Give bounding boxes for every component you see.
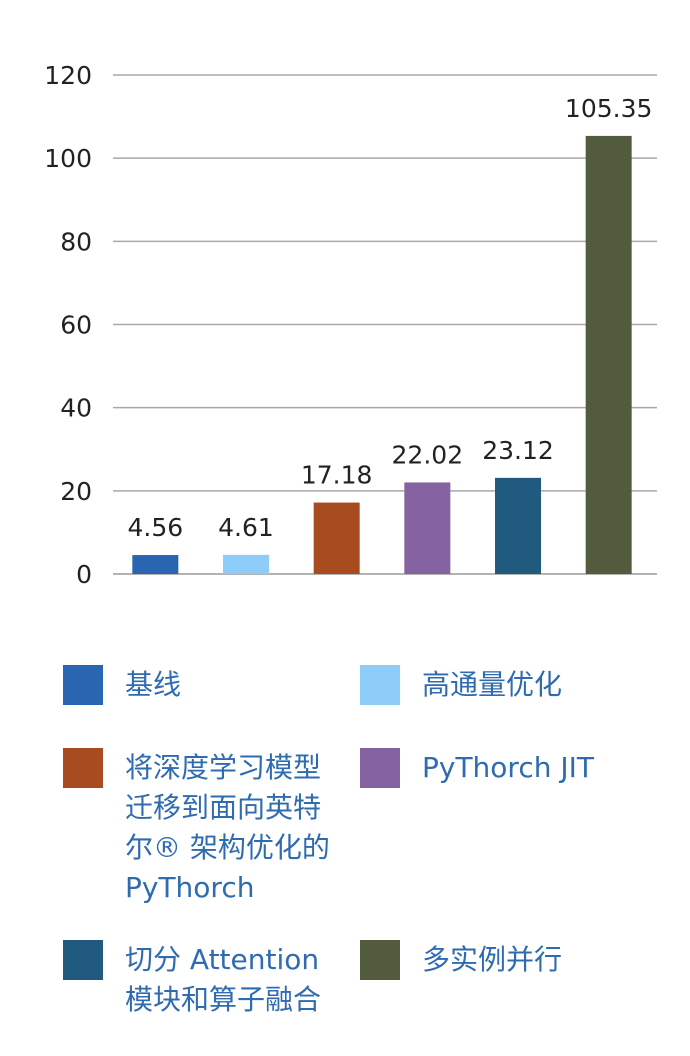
y-tick-label-0: 0 xyxy=(76,560,92,589)
y-tick-label-40: 40 xyxy=(60,394,92,423)
y-tick-label-100: 100 xyxy=(44,144,92,173)
bar-0 xyxy=(132,555,179,574)
legend-item-baseline: 基线 xyxy=(63,665,181,705)
legend-swatch-attention-fusion xyxy=(63,940,103,980)
legend-item-multi-instance: 多实例并行 xyxy=(360,940,562,980)
data-label-0: 4.56 xyxy=(127,513,183,542)
bar-3 xyxy=(404,482,451,574)
legend-label-multi-instance: 多实例并行 xyxy=(422,943,563,976)
legend-label-intel-pytorch: 将深度学习模型 迁移到面向英特 尔® 架构优化的 PyThorch xyxy=(125,751,330,904)
y-tick-label-20: 20 xyxy=(60,477,92,506)
y-tick-label-60: 60 xyxy=(60,311,92,340)
legend-item-intel-pytorch: 将深度学习模型 迁移到面向英特 尔® 架构优化的 PyThorch xyxy=(63,748,330,908)
bar-5 xyxy=(585,135,632,574)
legend-swatch-pytorch-jit xyxy=(360,748,400,788)
legend-swatch-multi-instance xyxy=(360,940,400,980)
legend-item-throughput: 高通量优化 xyxy=(360,665,562,705)
legend-label-throughput: 高通量优化 xyxy=(422,668,563,701)
bar-chart: 0 20 40 60 80 100 120 4.56 4.61 17.18 22.02 23.12 10… xyxy=(44,61,657,589)
y-tick-label-120: 120 xyxy=(44,61,92,90)
legend-item-attention-fusion: 切分 Attention 模块和算子融合 xyxy=(63,940,321,1020)
legend-swatch-intel-pytorch xyxy=(63,748,103,788)
legend-label-baseline: 基线 xyxy=(125,668,182,701)
legend-swatch-throughput xyxy=(360,665,400,705)
bar-1 xyxy=(223,554,269,574)
legend-item-pytorch-jit: PyThorch JIT xyxy=(360,748,594,788)
legend-swatch-baseline xyxy=(63,665,103,705)
data-label-5: 105.35 xyxy=(565,94,652,123)
data-label-1: 4.61 xyxy=(218,513,274,542)
data-label-3: 22.02 xyxy=(392,440,464,469)
bar-4 xyxy=(495,477,541,574)
bar-2 xyxy=(313,502,360,574)
data-label-4: 23.12 xyxy=(482,436,554,465)
legend-label-attention-fusion: 切分 Attention 模块和算子融合 xyxy=(125,943,322,1016)
y-tick-label-80: 80 xyxy=(60,227,92,256)
data-label-2: 17.18 xyxy=(301,461,373,490)
legend-label-pytorch-jit: PyThorch JIT xyxy=(422,751,594,784)
